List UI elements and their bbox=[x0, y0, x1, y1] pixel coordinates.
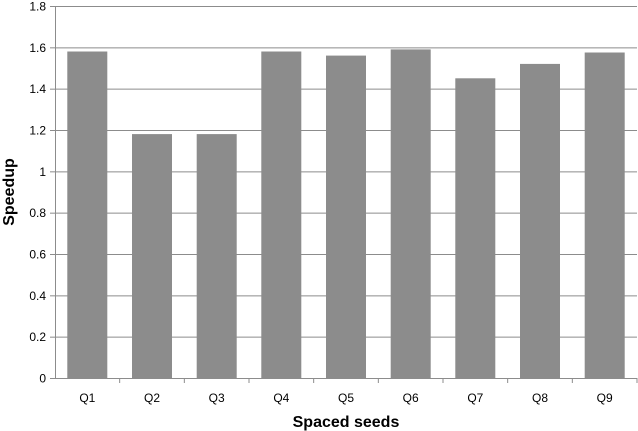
y-tick-label: 0.6 bbox=[29, 248, 46, 262]
y-tick-label: 1.4 bbox=[29, 82, 46, 96]
y-tick-label: 1.2 bbox=[29, 124, 46, 138]
y-tick-label: 1 bbox=[39, 165, 46, 179]
x-tick-label: Q3 bbox=[209, 391, 225, 405]
x-tick-label: Q9 bbox=[597, 391, 613, 405]
bar-q9 bbox=[584, 52, 625, 378]
x-tick-label: Q7 bbox=[467, 391, 483, 405]
bar-q4 bbox=[261, 51, 302, 378]
y-tick-labels: 0 0.2 0.4 0.6 0.8 1 1.2 1.4 1.6 1.8 bbox=[29, 0, 46, 386]
x-tick-labels: Q1 Q2 Q3 Q4 Q5 Q6 Q7 Q8 Q9 bbox=[79, 391, 613, 405]
x-tick-label: Q8 bbox=[532, 391, 548, 405]
y-tick-label: 0 bbox=[39, 372, 46, 386]
y-tick-label: 0.8 bbox=[29, 206, 46, 220]
bar-q7 bbox=[455, 78, 496, 379]
bar-q1 bbox=[67, 51, 108, 378]
bar-q6 bbox=[390, 49, 431, 379]
bar-q2 bbox=[132, 134, 172, 378]
axes bbox=[50, 6, 638, 383]
y-tick-label: 1.6 bbox=[29, 41, 46, 55]
x-tick-label: Q6 bbox=[403, 391, 419, 405]
bar-q5 bbox=[326, 55, 366, 378]
bar-q3 bbox=[196, 134, 237, 378]
y-tick-label: 1.8 bbox=[29, 0, 46, 14]
y-axis-title: Speedup bbox=[1, 158, 18, 226]
x-tick-label: Q4 bbox=[273, 391, 289, 405]
x-tick-label: Q1 bbox=[79, 391, 95, 405]
bar-q8 bbox=[520, 63, 560, 379]
y-tick-label: 0.4 bbox=[29, 289, 46, 303]
x-tick-label: Q2 bbox=[144, 391, 160, 405]
bars bbox=[67, 49, 625, 379]
x-axis-title: Spaced seeds bbox=[293, 414, 400, 431]
x-tick-label: Q5 bbox=[338, 391, 354, 405]
y-tick-label: 0.2 bbox=[29, 330, 46, 344]
